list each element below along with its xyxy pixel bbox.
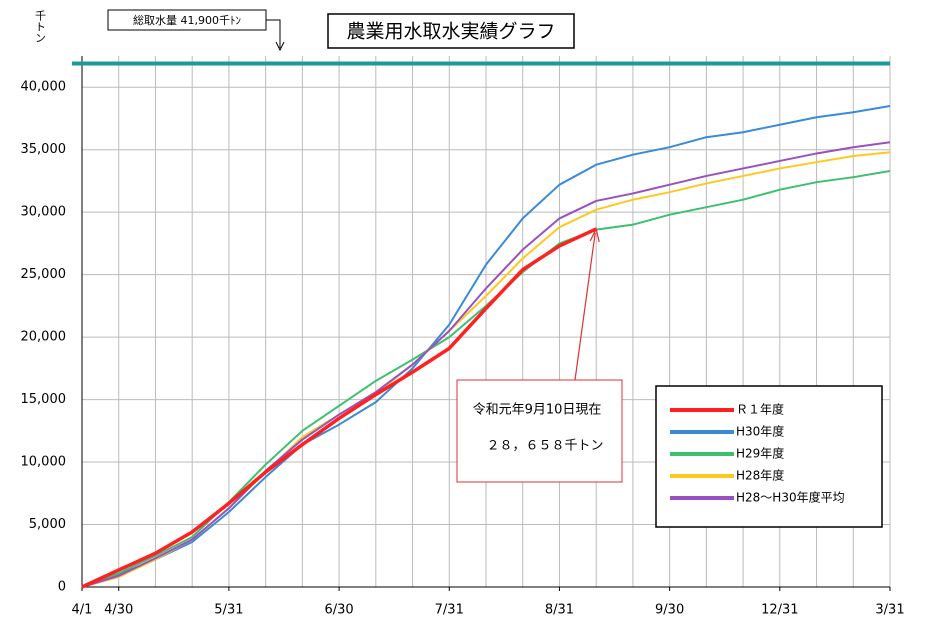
- x-tick-label: 8/31: [545, 603, 574, 618]
- y-tick-label: 25,000: [21, 267, 67, 282]
- annotation-arrowhead: [589, 227, 600, 243]
- series-line: [81, 104, 891, 588]
- legend-label: H28～H30年度平均: [736, 490, 845, 505]
- y-tick-label: 0: [58, 580, 66, 595]
- annotation-text: 令和元年9月10日現在: [473, 403, 602, 418]
- series-line: [81, 227, 597, 589]
- annotation-box: [456, 379, 623, 483]
- x-tick-label: 7/31: [435, 603, 464, 618]
- annotation-arrow: [574, 232, 596, 381]
- title-box: [327, 13, 575, 49]
- legend-label: H28年度: [736, 468, 784, 483]
- x-tick-label: 4/1: [72, 603, 93, 618]
- y-tick-label: 40,000: [21, 80, 67, 95]
- x-tick-label: 12/31: [761, 603, 798, 618]
- y-tick-label: 10,000: [21, 455, 67, 470]
- annotation-text: ２８，６５８千トン: [486, 439, 603, 454]
- y-tick-label: 5,000: [29, 517, 66, 532]
- legend-label: H30年度: [736, 424, 784, 439]
- y-tick-label: 20,000: [21, 330, 67, 345]
- x-tick-label: 9/30: [655, 603, 684, 618]
- legend-label: H29年度: [736, 446, 784, 461]
- x-tick-label: 5/31: [214, 603, 243, 618]
- y-tick-label: 35,000: [21, 142, 67, 157]
- y-unit-label: 千トン: [34, 10, 47, 43]
- series-line: [81, 141, 891, 588]
- y-tick-label: 15,000: [21, 392, 67, 407]
- legend-label: Ｒ１年度: [736, 402, 784, 417]
- x-tick-label: 6/30: [324, 603, 353, 618]
- x-tick-label: 3/31: [875, 603, 904, 618]
- total-arrow: [266, 19, 285, 52]
- chart-title: 農業用水取水実績グラフ: [346, 21, 555, 43]
- y-tick-label: 30,000: [21, 205, 67, 220]
- total-label: 総取水量 41,900千ﾄﾝ: [133, 13, 241, 27]
- x-tick-label: 4/30: [104, 603, 133, 618]
